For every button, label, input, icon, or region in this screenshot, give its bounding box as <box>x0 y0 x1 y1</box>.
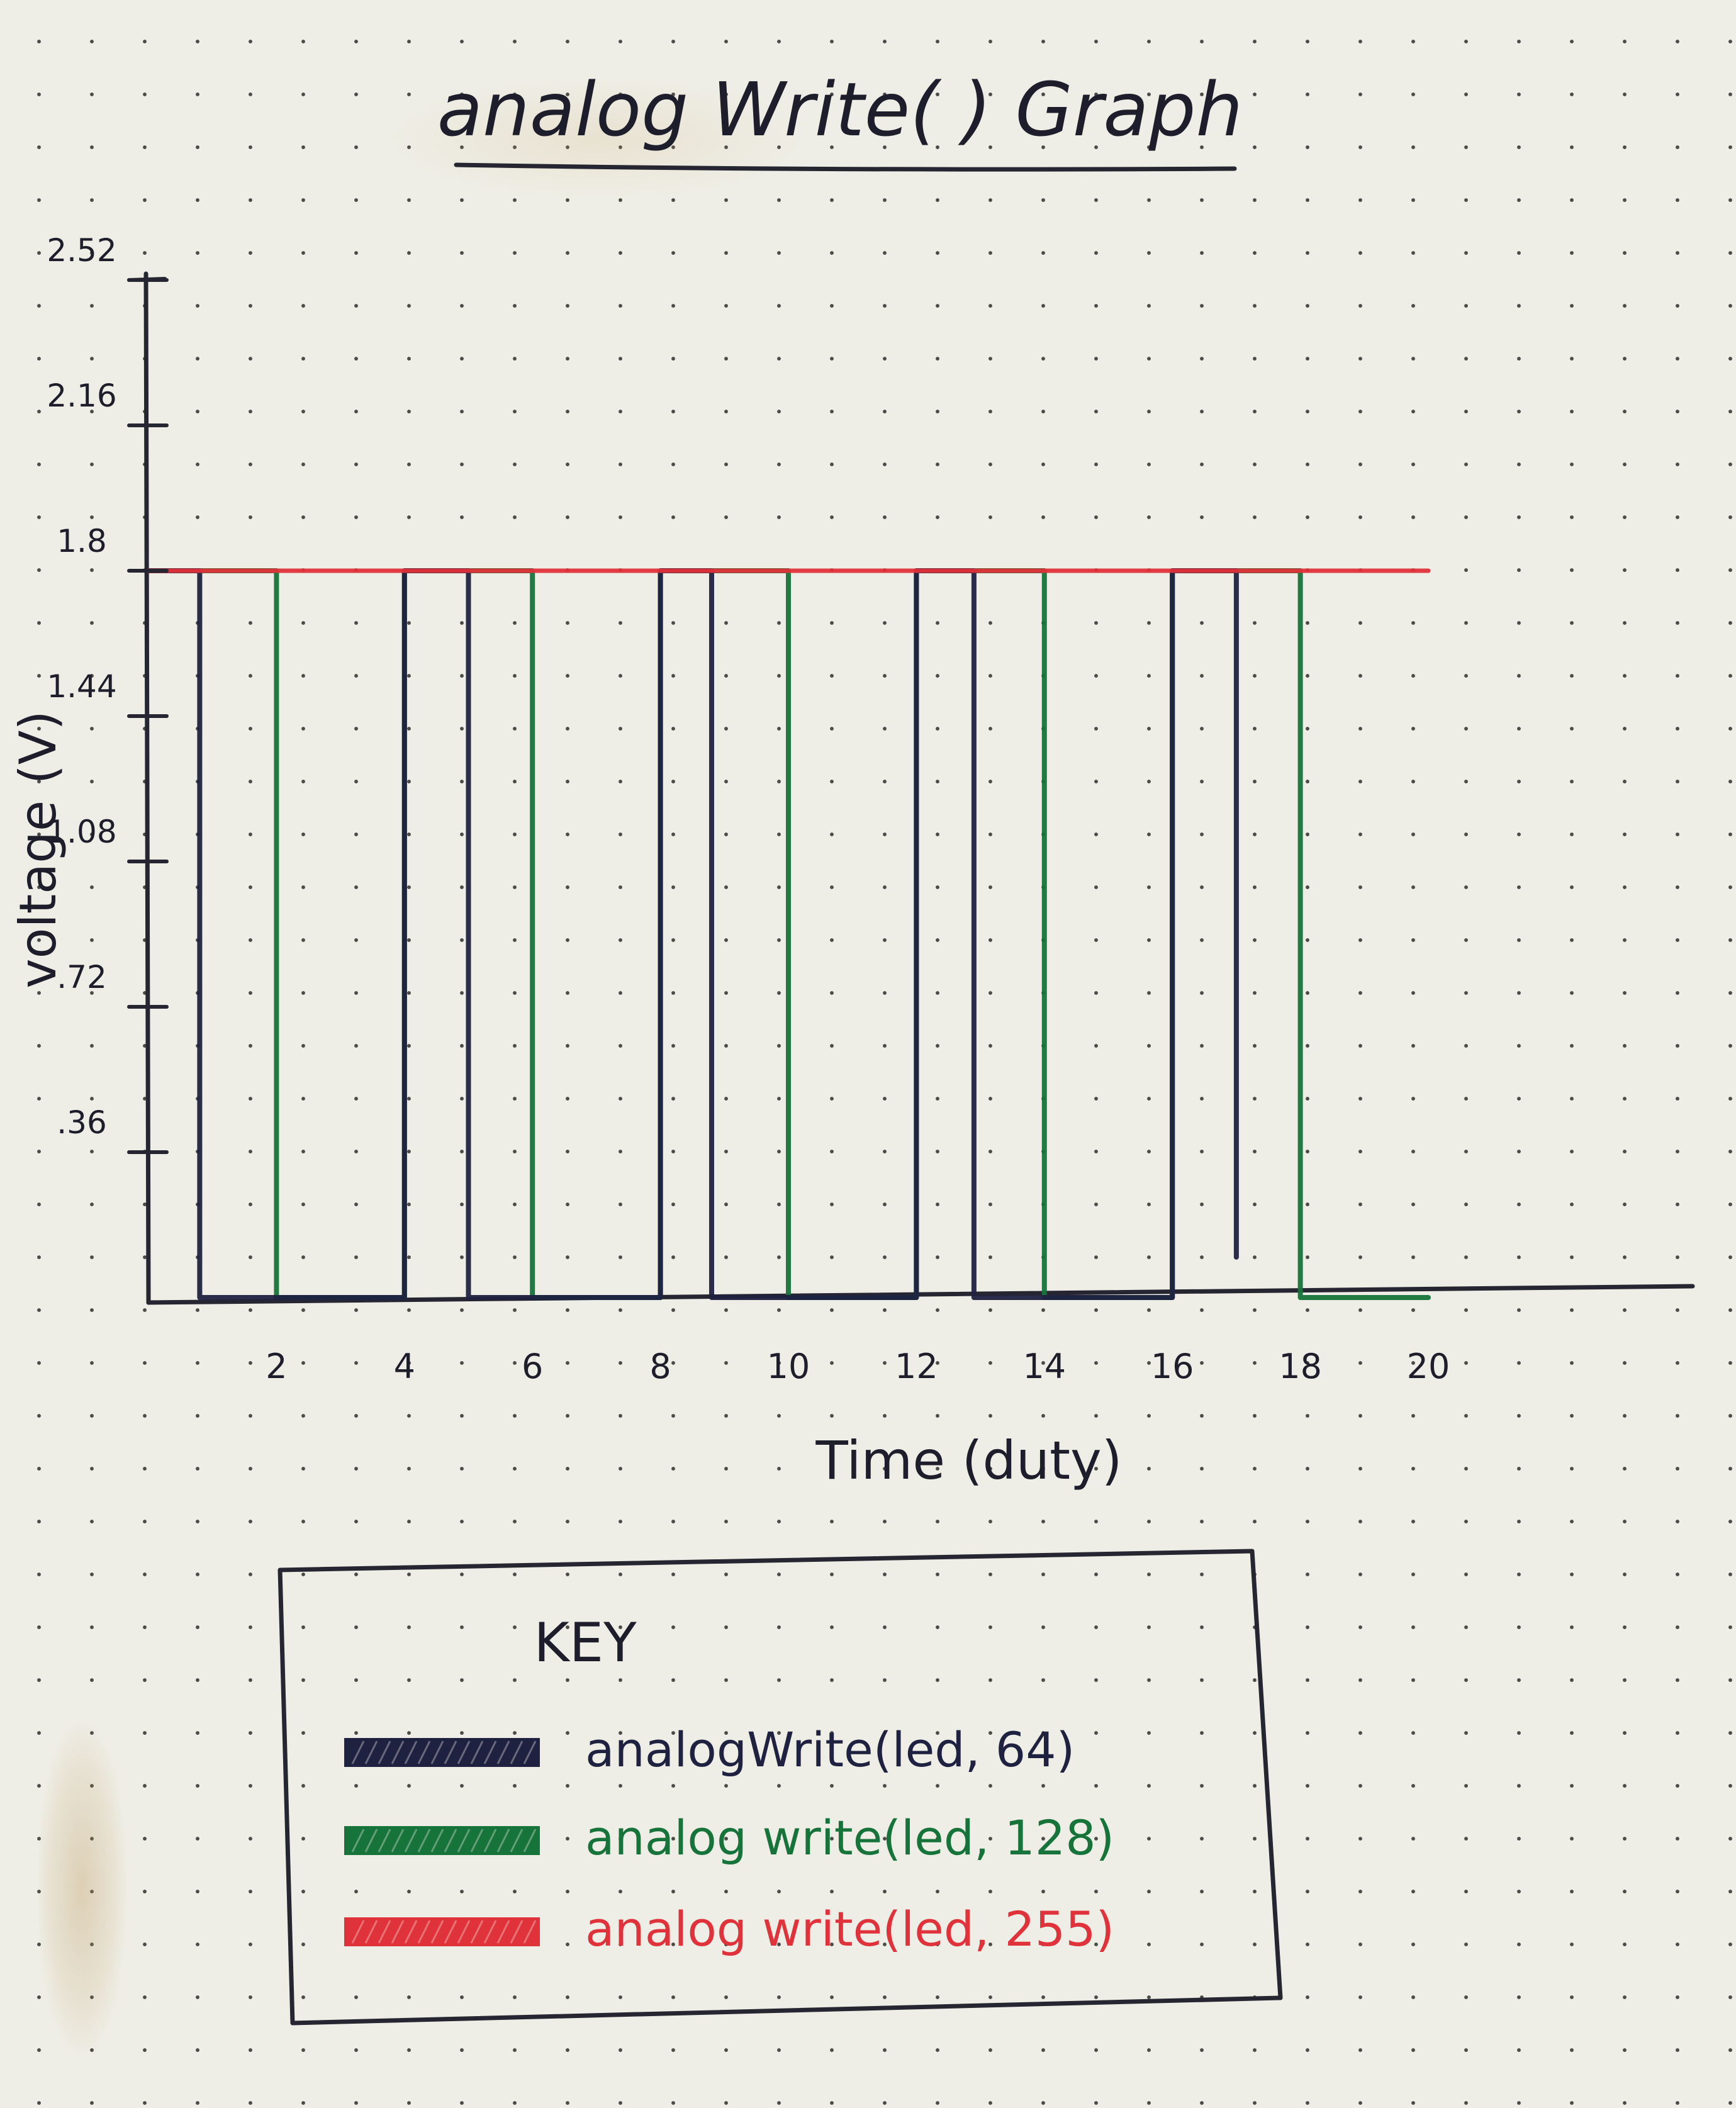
y-tick-label: 2.16 <box>47 378 116 414</box>
legend-hatch <box>496 1920 510 1944</box>
y-tick-mark <box>127 277 167 282</box>
y-tick-label: .36 <box>57 1104 107 1141</box>
y-tick-label: .72 <box>57 959 107 995</box>
legend-hatch <box>470 1741 484 1764</box>
legend-hatch <box>496 1829 510 1853</box>
axis-ticks: 2 4 6 8 10 12 14 16 18 20 2.52 2.16 1.8 1.44 1.08 .72 .3… <box>47 232 1450 1386</box>
paper-stain-top <box>378 76 818 201</box>
legend-hatch <box>483 1829 497 1853</box>
y-tick-label: 1.44 <box>47 668 116 705</box>
legend-hatch <box>404 1741 418 1764</box>
legend-hatch <box>351 1741 365 1764</box>
x-tick-label: 18 <box>1279 1347 1322 1386</box>
y-tick-label: 1.08 <box>47 814 116 850</box>
legend-hatch <box>378 1741 391 1764</box>
legend-hatch <box>523 1741 537 1764</box>
x-tick-label: 8 <box>649 1347 671 1386</box>
legend-hatch <box>444 1829 457 1853</box>
paper-stain <box>38 1724 126 2051</box>
legend-hatch <box>404 1829 418 1853</box>
legend-hatch <box>510 1829 524 1853</box>
legend-hatch <box>391 1741 405 1764</box>
legend-hatch <box>417 1829 431 1853</box>
series-line <box>146 568 1239 1300</box>
title-underline <box>454 162 1237 172</box>
x-axis-label: Time (duty) <box>815 1430 1122 1491</box>
legend-swatch <box>344 1917 540 1946</box>
x-tick-label: 6 <box>522 1347 543 1386</box>
legend-hatch <box>364 1741 378 1764</box>
legend-hatch <box>430 1741 444 1764</box>
legend-hatch <box>457 1829 471 1853</box>
legend-hatch <box>430 1920 444 1944</box>
legend-hatch <box>378 1920 391 1944</box>
x-axis <box>146 1284 1695 1305</box>
legend-hatch <box>364 1920 378 1944</box>
x-tick-label: 20 <box>1407 1347 1450 1386</box>
legend-hatch <box>483 1920 497 1944</box>
legend-hatch <box>351 1829 365 1853</box>
legend-hatch <box>510 1741 524 1764</box>
legend-box <box>277 1549 1283 2026</box>
legend-hatch <box>444 1741 457 1764</box>
y-axis <box>143 271 151 1305</box>
legend: analogWrite(led, 64) analog write(led, 12… <box>344 1722 1114 1957</box>
legend-hatch <box>444 1920 457 1944</box>
legend-label: analog write(led, 255) <box>585 1901 1114 1957</box>
legend-swatch <box>344 1738 540 1767</box>
chart-title: analog Write( ) Graph <box>437 66 1243 153</box>
legend-swatch <box>344 1826 540 1855</box>
x-tick-label: 2 <box>266 1347 287 1386</box>
legend-title: KEY <box>534 1612 637 1674</box>
legend-hatch <box>430 1829 444 1853</box>
x-tick-label: 16 <box>1151 1347 1194 1386</box>
plot-area <box>146 568 1431 1300</box>
legend-hatch <box>523 1920 537 1944</box>
legend-hatch <box>364 1829 378 1853</box>
legend-hatch <box>510 1920 524 1944</box>
y-tick-label: 2.52 <box>47 232 116 269</box>
legend-hatch <box>483 1741 497 1764</box>
legend-hatch <box>404 1920 418 1944</box>
y-axis-label: voltage (V) <box>9 710 67 988</box>
legend-hatch <box>470 1920 484 1944</box>
legend-hatch <box>378 1829 391 1853</box>
legend-hatch <box>417 1741 431 1764</box>
legend-hatch <box>391 1920 405 1944</box>
x-tick-label: 12 <box>895 1347 938 1386</box>
legend-hatch <box>457 1741 471 1764</box>
legend-hatch <box>417 1920 431 1944</box>
legend-label: analogWrite(led, 64) <box>585 1722 1075 1778</box>
legend-hatch <box>351 1920 365 1944</box>
y-tick-label: 1.8 <box>57 523 107 559</box>
legend-hatch <box>457 1920 471 1944</box>
legend-label: analog write(led, 128) <box>585 1810 1114 1866</box>
x-tick-label: 10 <box>767 1347 810 1386</box>
legend-hatch <box>523 1829 537 1853</box>
legend-hatch <box>496 1741 510 1764</box>
legend-hatch <box>391 1829 405 1853</box>
x-tick-label: 4 <box>394 1347 415 1386</box>
legend-hatch <box>470 1829 484 1853</box>
x-tick-label: 14 <box>1022 1347 1066 1386</box>
